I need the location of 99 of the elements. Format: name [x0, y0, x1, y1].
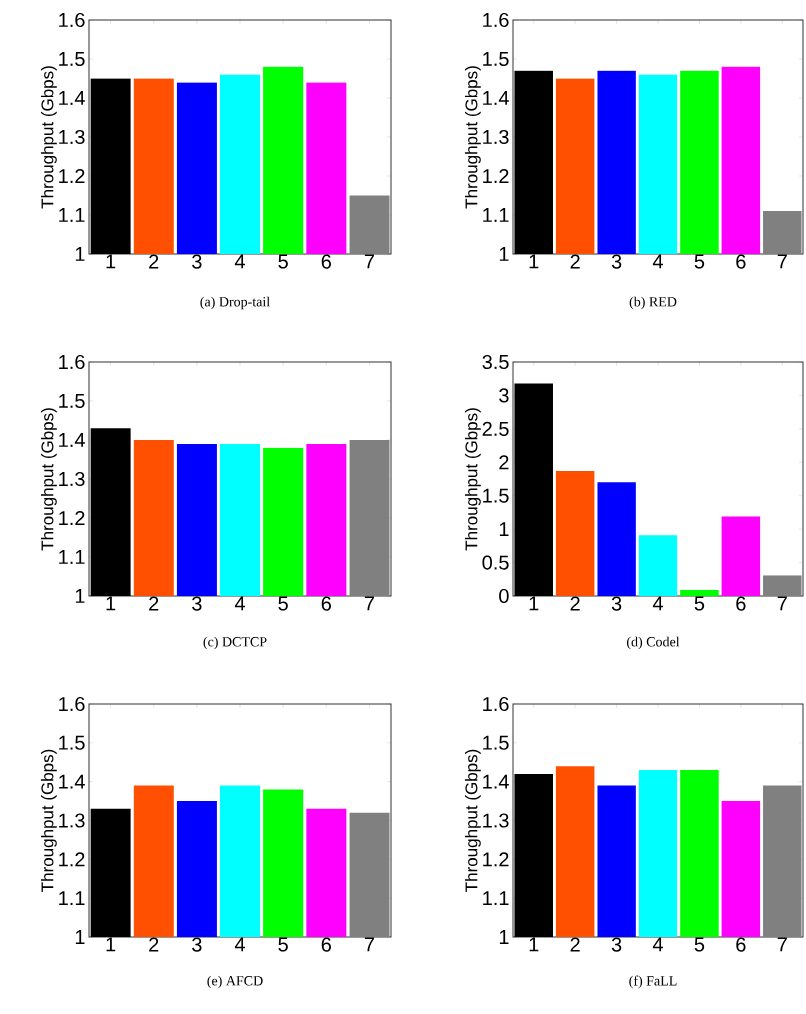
x-tick-label: 4 — [234, 937, 245, 952]
y-tick-label: 0.5 — [482, 555, 509, 570]
x-tick-label: 1 — [529, 937, 539, 952]
x-tick-label: 2 — [570, 596, 580, 611]
bar — [763, 575, 802, 596]
y-tick-label: 1.5 — [483, 488, 509, 503]
y-tick-label: 1.3 — [483, 129, 509, 145]
x-tick-label: 2 — [570, 254, 580, 269]
x-tick-label: 4 — [652, 937, 663, 952]
x-tick-label: 4 — [234, 596, 245, 611]
y-tick-label: 1.3 — [59, 129, 85, 145]
y-tick-label: 1.2 — [59, 169, 85, 183]
y-tick-label: 1.5 — [483, 735, 509, 750]
y-tick-label: 1.1 — [59, 550, 85, 564]
x-tick-label: 3 — [192, 596, 202, 611]
y-tick-label: 1.2 — [483, 169, 509, 183]
y-axis-title: Throughput (Gbps) — [40, 66, 57, 209]
x-tick-label: 3 — [611, 596, 622, 611]
y-axis-title: Throughput (Gbps) — [40, 749, 57, 892]
y-tick-label: 1.1 — [483, 208, 509, 222]
bar — [514, 383, 553, 596]
y-tick-label: 1.4 — [483, 774, 509, 789]
bar — [555, 470, 595, 596]
text: (c) DCTCP — [203, 636, 267, 650]
x-tick-label: 4 — [652, 254, 663, 269]
x-tick-label: 6 — [321, 937, 331, 952]
bar — [680, 589, 719, 596]
x-tick-label: 5 — [278, 596, 288, 611]
y-tick-label: 1.6 — [59, 12, 85, 28]
x-tick-label: 3 — [611, 254, 622, 269]
y-axis-title: Throughput (Gbps) — [464, 749, 481, 892]
x-tick-label: 6 — [736, 596, 746, 611]
y-tick-label: 1.4 — [59, 774, 85, 789]
y-tick-label: 1.1 — [59, 891, 85, 906]
text: (d) Codel — [626, 636, 680, 650]
x-tick-label: 5 — [694, 937, 705, 952]
x-tick-label: 5 — [278, 254, 288, 269]
y-tick-label: 3.5 — [482, 354, 509, 370]
x-tick-label: 6 — [736, 254, 746, 269]
y-tick-label: 1.5 — [483, 52, 509, 66]
y-tick-label: 1.6 — [483, 12, 509, 28]
x-tick-label: 7 — [777, 254, 787, 269]
y-tick-label: 1.6 — [483, 696, 509, 712]
x-tick-label: 5 — [278, 937, 288, 952]
x-tick-label: 6 — [736, 937, 746, 952]
text: (a) Drop-tail — [200, 296, 270, 310]
y-tick-label: 1.4 — [59, 433, 85, 447]
y-tick-label: 1.6 — [59, 354, 85, 370]
text: (b) RED — [629, 296, 677, 310]
x-tick-label: 5 — [694, 596, 705, 611]
y-tick-label: 1.5 — [59, 735, 85, 750]
x-tick-label: 2 — [149, 596, 159, 611]
y-tick-label: 3 — [499, 388, 509, 403]
x-tick-label: 7 — [777, 937, 787, 952]
y-tick-label: 1.1 — [59, 208, 85, 222]
x-tick-label: 7 — [364, 937, 374, 952]
bar — [597, 482, 636, 596]
y-tick-label: 1.1 — [483, 891, 509, 906]
y-axis-title: Throughput (Gbps) — [40, 408, 57, 551]
x-tick-label: 4 — [652, 596, 663, 611]
y-tick-label: 0 — [499, 588, 509, 604]
x-tick-label: 2 — [570, 937, 580, 952]
x-tick-label: 6 — [321, 254, 331, 269]
y-tick-label: 1.3 — [59, 813, 85, 828]
y-tick-label: 1.4 — [59, 91, 85, 105]
x-tick-label: 3 — [192, 937, 202, 952]
x-tick-label: 7 — [777, 596, 787, 611]
y-tick-label: 1 — [499, 522, 509, 537]
x-tick-label: 1 — [529, 254, 539, 269]
x-tick-label: 7 — [364, 596, 374, 611]
y-tick-label: 1.4 — [483, 91, 509, 105]
y-tick-label: 1.3 — [483, 813, 509, 828]
text: (e) AFCD — [207, 975, 263, 989]
y-tick-label: 1.2 — [59, 852, 85, 867]
x-tick-label: 1 — [106, 254, 116, 269]
x-tick-label: 1 — [106, 937, 116, 952]
x-tick-label: 2 — [149, 937, 159, 952]
y-tick-label: 2 — [499, 455, 509, 470]
x-tick-label: 3 — [611, 937, 622, 952]
y-tick-label: 1.6 — [59, 696, 85, 712]
y-axis-title: Throughput (Gbps) — [464, 408, 481, 551]
text: (f) FaLL — [629, 975, 677, 989]
y-tick-label: 1.2 — [483, 852, 509, 867]
y-tick-label: 1.3 — [59, 471, 85, 487]
x-tick-label: 2 — [149, 254, 159, 269]
x-tick-label: 1 — [106, 596, 116, 611]
bar — [638, 535, 678, 596]
x-tick-label: 4 — [234, 254, 245, 269]
x-tick-label: 7 — [364, 254, 374, 269]
x-tick-label: 3 — [192, 254, 202, 269]
y-tick-label: 1.5 — [59, 394, 85, 408]
y-axis-title: Throughput (Gbps) — [464, 66, 481, 209]
x-tick-label: 5 — [694, 254, 705, 269]
bar — [721, 516, 761, 596]
x-tick-label: 1 — [529, 596, 539, 611]
y-tick-label: 2.5 — [482, 421, 509, 436]
x-tick-label: 6 — [321, 596, 331, 611]
y-tick-label: 1.2 — [59, 511, 85, 525]
y-tick-label: 1.5 — [59, 52, 85, 66]
